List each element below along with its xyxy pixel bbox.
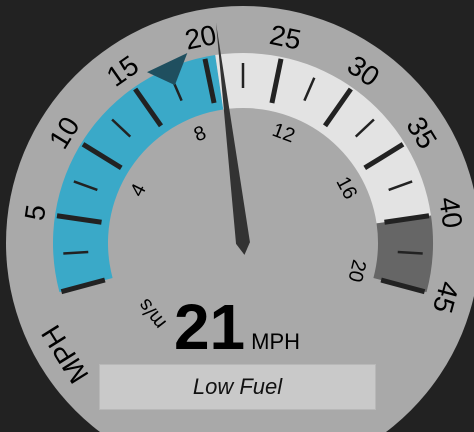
major-tick <box>363 142 405 171</box>
major-tick <box>384 213 430 225</box>
speed-arc-redline <box>373 215 433 293</box>
major-tick <box>133 87 164 128</box>
outer-tick-label-20: 20 <box>182 19 219 56</box>
outer-tick-label-40: 40 <box>433 195 468 230</box>
outer-tick-label-5: 5 <box>19 203 52 223</box>
minor-tick <box>73 180 98 192</box>
status-message: Low Fuel <box>99 364 376 410</box>
minor-tick <box>388 180 413 192</box>
major-tick <box>322 87 353 128</box>
speed-unit: MPH <box>251 329 301 354</box>
minor-tick <box>303 77 316 102</box>
major-tick <box>380 277 426 295</box>
major-tick <box>269 58 284 104</box>
major-tick <box>81 142 123 171</box>
speed-arc-filled <box>52 55 224 293</box>
major-tick <box>60 277 106 295</box>
major-tick <box>56 213 102 225</box>
inner-tick-label-20: 20 <box>343 257 370 284</box>
major-tick <box>202 58 217 104</box>
target-marker-icon <box>146 52 188 86</box>
speed-value: 21 <box>173 291 246 363</box>
speed-readout: 21 MPH <box>0 290 474 364</box>
minor-tick <box>63 250 89 255</box>
outer-tick-label-25: 25 <box>267 19 304 56</box>
speed-needle <box>215 22 250 255</box>
minor-tick <box>354 118 375 138</box>
speed-arc-remaining <box>215 53 431 224</box>
minor-tick <box>397 250 423 255</box>
minor-tick <box>111 118 132 138</box>
